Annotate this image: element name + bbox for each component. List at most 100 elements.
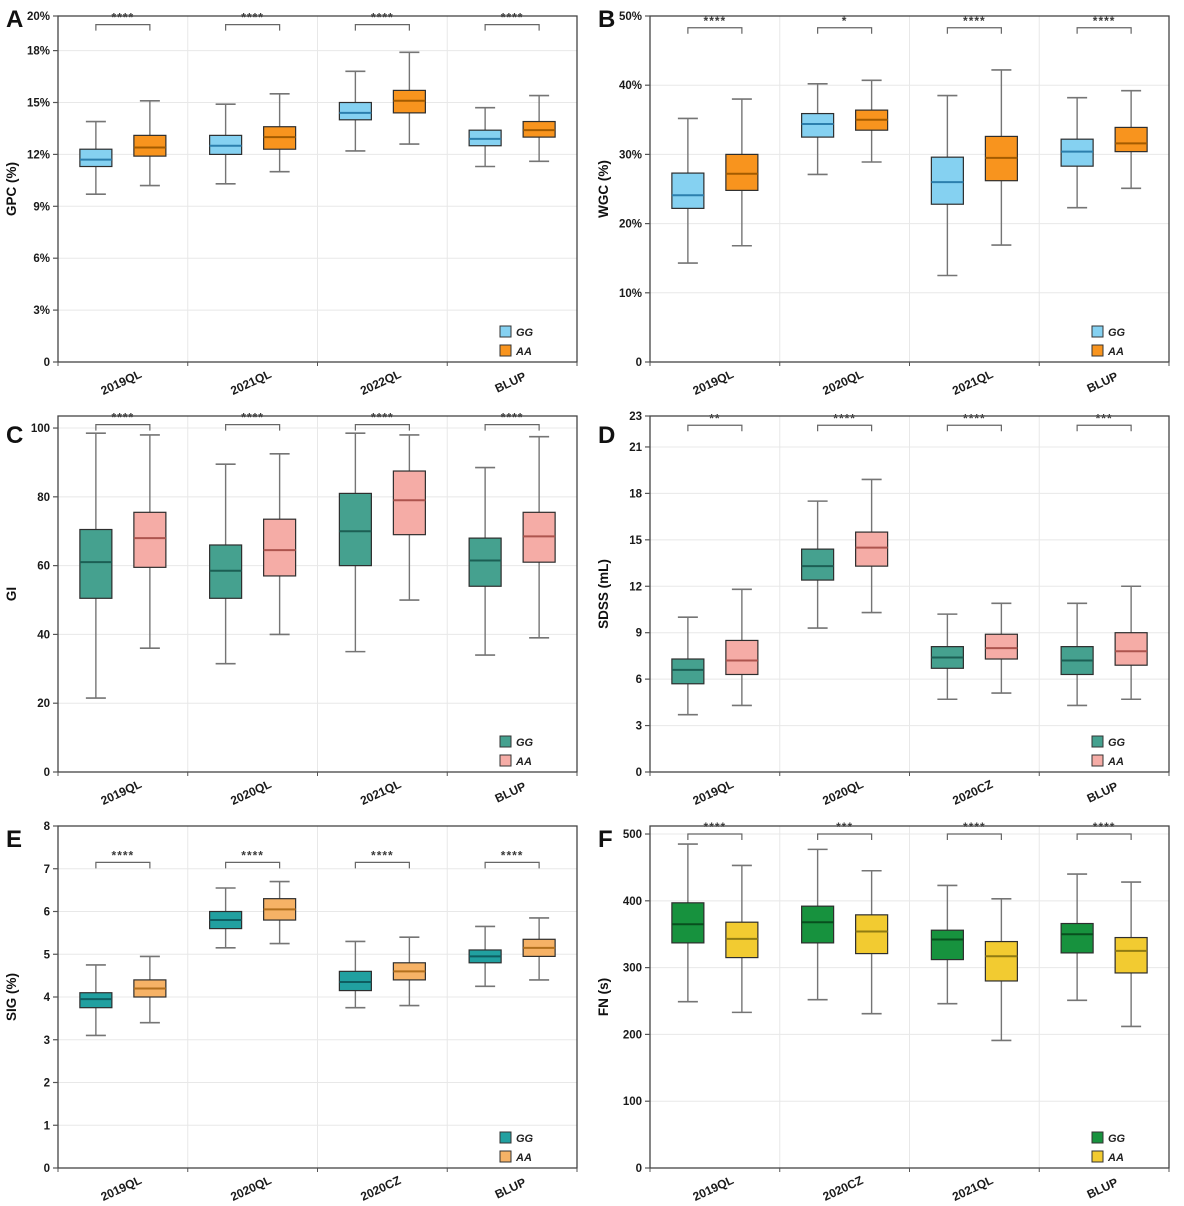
box-GG-BLUP bbox=[1060, 96, 1094, 209]
legend-entry-AA: AA bbox=[499, 754, 532, 768]
y-tick-label: 6 bbox=[636, 674, 642, 686]
legend-entry-GG: GG bbox=[1091, 735, 1126, 749]
y-tick-label: 2 bbox=[44, 1078, 50, 1090]
box-GG-2020QL bbox=[209, 887, 243, 949]
sig-bracket-line bbox=[225, 24, 281, 31]
legend-swatch-GG bbox=[499, 1131, 512, 1144]
box-GG-2020CZ bbox=[930, 613, 964, 701]
box-body bbox=[801, 548, 835, 581]
sig-bracket-2021QL: **** bbox=[354, 411, 410, 431]
legend-entry-AA: AA bbox=[1091, 754, 1124, 768]
y-tick-label: 0 bbox=[636, 1163, 642, 1175]
panel-D: D ** **** **** *** 0 3 6 9 12 15 18 21 23 2019QL 2020Q… bbox=[592, 400, 1184, 810]
y-tick-label: 21 bbox=[629, 442, 642, 454]
x-category-label: 2021QL bbox=[358, 777, 403, 808]
y-tick-label: 12 bbox=[629, 581, 642, 593]
box-GG-2021QL bbox=[930, 884, 964, 1005]
box-body bbox=[338, 970, 372, 992]
sig-stars: * bbox=[842, 14, 848, 28]
sig-stars: **** bbox=[501, 848, 524, 862]
box-body bbox=[263, 518, 297, 577]
legend-swatch-GG bbox=[499, 325, 512, 338]
sig-bracket-2020QL: **** bbox=[225, 848, 281, 869]
legend-swatch-GG bbox=[499, 735, 512, 748]
sig-stars: **** bbox=[833, 411, 856, 425]
sig-bracket-line bbox=[687, 424, 743, 432]
y-axis-title: FN (s) bbox=[596, 978, 611, 1016]
box-AA-2019QL bbox=[133, 955, 167, 1024]
y-tick-label: 30% bbox=[619, 149, 642, 161]
y-tick-label: 500 bbox=[623, 829, 642, 841]
sig-bracket-2019QL: **** bbox=[95, 411, 151, 431]
sig-bracket-2021QL: **** bbox=[946, 14, 1002, 34]
sig-stars: **** bbox=[501, 11, 524, 25]
x-category-label: 2019QL bbox=[691, 777, 736, 808]
box-body bbox=[930, 929, 964, 961]
legend-swatch-AA bbox=[1091, 1150, 1104, 1163]
y-axis-title: SIG (%) bbox=[4, 973, 19, 1021]
box-body bbox=[338, 101, 372, 121]
y-tick-label: 40% bbox=[619, 80, 642, 92]
box-AA-2021QL bbox=[263, 93, 297, 173]
box-body bbox=[1060, 922, 1094, 954]
box-AA-2020QL bbox=[855, 478, 889, 614]
box-GG-BLUP bbox=[468, 466, 502, 656]
y-tick-label: 7 bbox=[44, 864, 50, 876]
legend-entry-AA: AA bbox=[1091, 1150, 1124, 1164]
box-body bbox=[801, 112, 835, 138]
sig-bracket-BLUP: **** bbox=[1076, 820, 1132, 841]
y-tick-label: 0 bbox=[44, 357, 50, 369]
box-GG-2020QL bbox=[801, 83, 835, 176]
box-GG-2021QL bbox=[930, 94, 964, 277]
box-AA-BLUP bbox=[1114, 585, 1148, 701]
sig-bracket-2019QL: **** bbox=[687, 820, 743, 841]
box-AA-2021QL bbox=[984, 69, 1018, 246]
y-axis-title: WGC (%) bbox=[596, 160, 611, 218]
box-GG-BLUP bbox=[468, 925, 502, 988]
y-tick-label: 9% bbox=[33, 201, 50, 213]
y-axis-title: SDSS (mL) bbox=[596, 559, 611, 629]
box-AA-BLUP bbox=[1114, 89, 1148, 190]
y-tick-label: 4 bbox=[44, 992, 51, 1004]
sig-stars: **** bbox=[112, 11, 135, 25]
box-GG-2019QL bbox=[671, 616, 705, 716]
x-category-label: BLUP bbox=[1085, 779, 1121, 805]
box-body bbox=[133, 511, 167, 568]
box-AA-2020CZ bbox=[855, 869, 889, 1015]
sig-bracket-line bbox=[1076, 424, 1132, 432]
box-GG-2020CZ bbox=[801, 848, 835, 1001]
sig-bracket-BLUP: **** bbox=[484, 848, 540, 869]
x-category-label: BLUP bbox=[1085, 369, 1121, 395]
box-body bbox=[984, 940, 1018, 982]
legend-swatch-AA bbox=[499, 754, 512, 767]
y-tick-label: 3 bbox=[44, 1035, 50, 1047]
y-tick-label: 400 bbox=[623, 896, 642, 908]
legend-swatch-GG bbox=[1091, 735, 1104, 748]
sig-bracket-2020QL: **** bbox=[225, 411, 281, 431]
y-tick-label: 8 bbox=[44, 821, 51, 833]
legend-swatch-GG bbox=[1091, 325, 1104, 338]
y-tick-label: 0 bbox=[44, 767, 50, 779]
y-tick-label: 10% bbox=[619, 288, 642, 300]
sig-stars: **** bbox=[704, 820, 727, 834]
sig-bracket-line bbox=[225, 423, 281, 431]
box-AA-2020QL bbox=[855, 79, 889, 163]
x-category-label: BLUP bbox=[493, 1175, 529, 1201]
x-category-label: 2022QL bbox=[358, 367, 403, 398]
box-body bbox=[338, 492, 372, 567]
x-category-label: BLUP bbox=[1085, 1175, 1121, 1201]
sig-bracket-2021QL: **** bbox=[946, 820, 1002, 841]
legend-swatch-AA bbox=[499, 344, 512, 357]
y-tick-label: 1 bbox=[44, 1120, 51, 1132]
boxplot-chart-C: **** **** **** **** 0 20 40 60 80 100 2019QL 2020QL… bbox=[4, 411, 578, 808]
legend-label-AA: AA bbox=[1107, 1152, 1124, 1164]
x-category-label: 2020CZ bbox=[950, 777, 995, 808]
sig-bracket-2021QL: **** bbox=[225, 11, 281, 31]
sig-bracket-line bbox=[95, 861, 151, 869]
x-category-label: 2021QL bbox=[228, 367, 273, 398]
y-tick-label: 18% bbox=[27, 46, 50, 58]
sig-stars: **** bbox=[371, 848, 394, 862]
y-tick-label: 3% bbox=[33, 305, 50, 317]
box-body bbox=[79, 148, 113, 168]
